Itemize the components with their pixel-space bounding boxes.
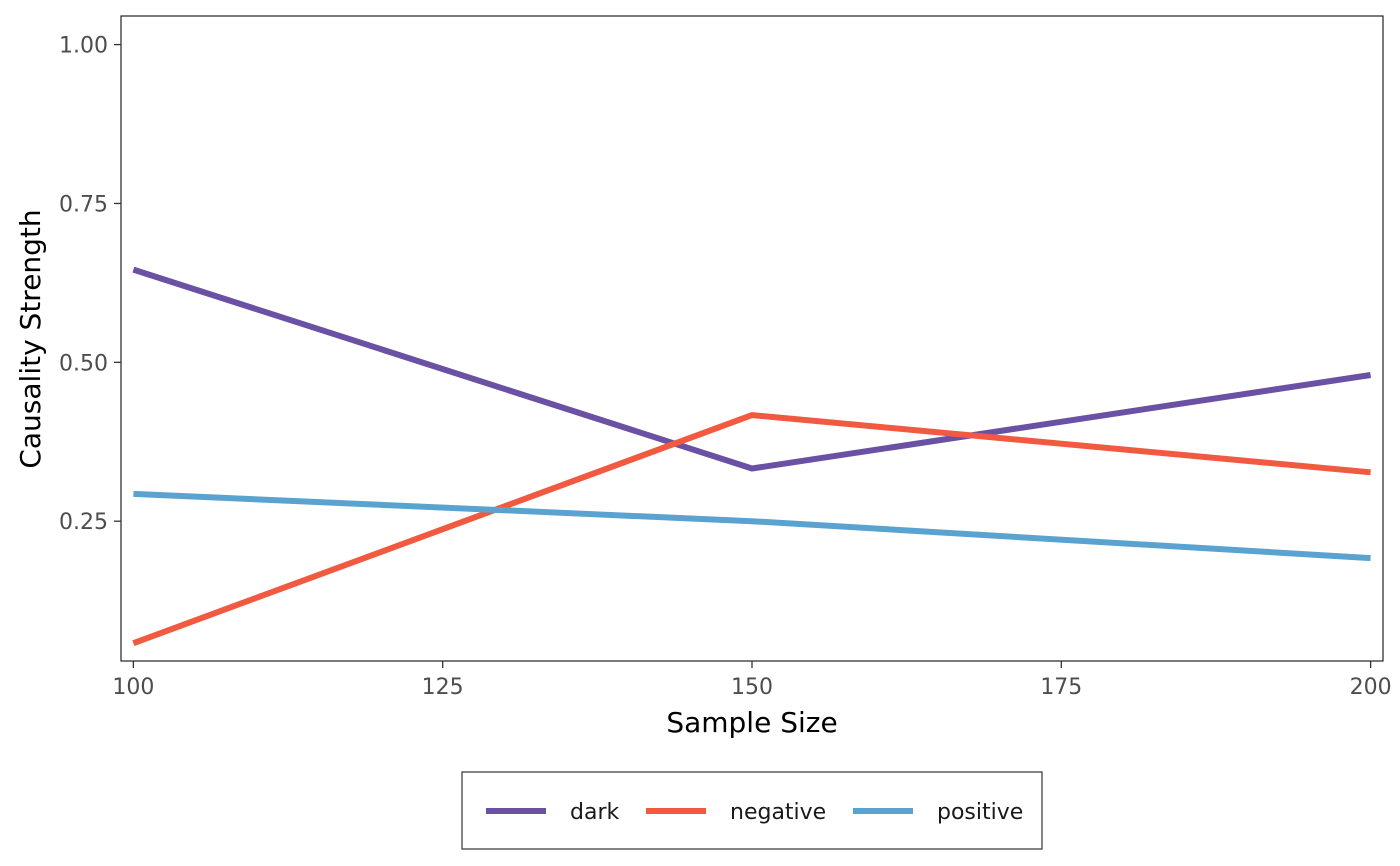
y-tick-label: 0.50 (59, 351, 108, 376)
y-axis-title: Causality Strength (14, 209, 47, 468)
legend: dark negative positive (461, 771, 1043, 850)
x-axis-title: Sample Size (666, 706, 837, 739)
series-line-negative (132, 412, 1371, 647)
series-line-positive (133, 490, 1371, 562)
legend-label-dark: dark (570, 800, 619, 825)
series-line-dark (132, 266, 1372, 472)
y-tick-label: 1.00 (59, 34, 108, 59)
x-tick-label: 150 (731, 675, 773, 700)
series-layer (132, 266, 1372, 647)
legend-label-positive: positive (937, 800, 1023, 825)
x-tick-label: 100 (112, 675, 154, 700)
x-axis: 100 125 150 175 200 (112, 661, 1392, 700)
x-tick-label: 125 (422, 675, 464, 700)
legend-box (461, 771, 1043, 850)
x-tick-label: 175 (1040, 675, 1082, 700)
legend-label-negative: negative (730, 800, 826, 825)
x-tick-label: 200 (1350, 675, 1392, 700)
y-tick-label: 0.75 (59, 192, 108, 217)
y-tick-label: 0.25 (59, 510, 108, 535)
y-axis: 0.25 0.50 0.75 1.00 (59, 34, 121, 535)
